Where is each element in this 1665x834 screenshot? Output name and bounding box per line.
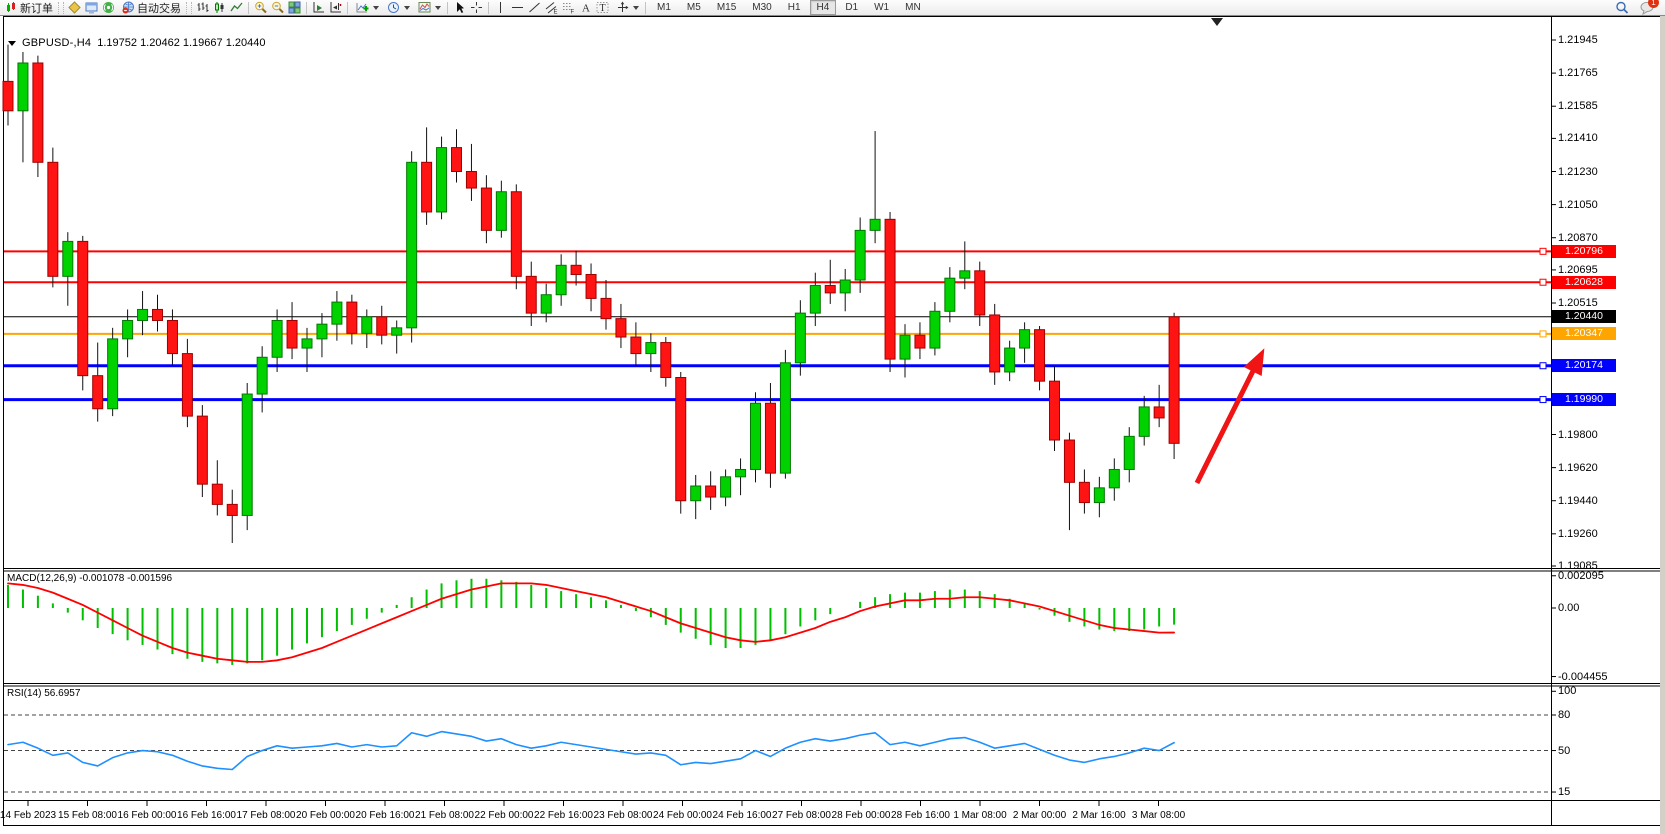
arrows-icon [614,1,631,15]
zoom-in-icon[interactable] [252,1,269,15]
clock-icon [385,1,402,15]
toolbar-separator [447,1,448,14]
crosshair-icon[interactable] [468,1,485,15]
autotrading-label: 自动交易 [137,2,181,15]
candlestick-chart-icon[interactable] [211,1,228,15]
text-label-icon[interactable]: T [594,1,611,15]
svg-text:A: A [582,3,590,15]
toolbar-separator [488,1,489,14]
periods-button[interactable] [382,0,413,15]
svg-text:E: E [554,10,558,15]
search-icon[interactable] [1613,1,1630,15]
autotrading-icon [120,1,137,15]
timeframe-H4[interactable]: H4 [809,0,837,15]
toolbar-separator [645,1,646,14]
new-order-button[interactable]: 新订单 [0,0,56,15]
templates-icon [416,1,433,15]
svg-text:T: T [600,3,606,14]
templates-button[interactable] [413,0,444,15]
tile-windows-icon[interactable] [286,1,303,15]
dropdown-caret-icon [633,5,639,10]
timeframe-M5[interactable]: M5 [686,2,701,13]
chart-dropdown-icon[interactable] [8,40,16,46]
toolbar-separator [248,1,249,14]
indicators-button[interactable] [351,0,382,15]
toolbar-separator [347,1,348,14]
toolbar-separator [306,1,307,14]
indicators-icon [354,1,371,15]
chart-window: GBPUSD-,H4 1.19752 1.20462 1.19667 1.204… [0,16,1665,834]
chart-title: GBPUSD-,H4 1.19752 1.20462 1.19667 1.204… [8,37,265,49]
timeframe-MN[interactable]: MN [905,2,921,13]
fibonacci-icon[interactable]: F [560,1,577,15]
cursor-icon[interactable] [451,1,468,15]
arrows-button[interactable] [611,0,642,15]
autotrading-button[interactable]: 自动交易 [117,0,184,15]
timeframe-bar: M1 M5 M15 M30 H1 H4 D1 W1 MN [649,0,929,15]
text-icon[interactable]: A [577,1,594,15]
window-edge [1660,0,1665,834]
quotes-icon[interactable] [66,1,83,15]
trendline-icon[interactable] [526,1,543,15]
dropdown-caret-icon [435,5,441,10]
auto-scroll-icon[interactable] [310,1,327,15]
toolbar-grip [58,1,64,14]
timeframe-M15[interactable]: M15 [716,2,737,13]
horizontal-line-icon[interactable] [509,1,526,15]
timeframe-M30[interactable]: M30 [752,2,772,13]
new-order-label: 新订单 [20,2,53,15]
toolbar-right: 1 [1613,0,1665,15]
chat-icon[interactable]: 1 [1638,0,1659,15]
chart-ohlc-values: 1.19752 1.20462 1.19667 1.20440 [97,37,266,49]
timeframe-W1[interactable]: W1 [874,2,890,13]
line-chart-icon[interactable] [228,1,245,15]
chat-badge: 1 [1648,0,1659,8]
timeframe-H1[interactable]: H1 [787,2,801,13]
main-toolbar: 新订单 自动交易 [0,0,1665,16]
dropdown-caret-icon [404,5,410,10]
timeframe-M1[interactable]: M1 [657,2,671,13]
toolbar-grip [186,1,192,14]
timeframe-D1[interactable]: D1 [845,2,859,13]
equidistant-channel-icon[interactable]: E [543,1,560,15]
bar-chart-icon[interactable] [194,1,211,15]
zoom-out-icon[interactable] [269,1,286,15]
chart-symbol-period: GBPUSD-,H4 [22,37,92,49]
chart-shift-icon[interactable] [327,1,344,15]
dropdown-caret-icon [373,5,379,10]
svg-text:F: F [571,10,575,15]
new-order-icon [3,1,20,15]
vertical-line-icon[interactable] [492,1,509,15]
chart-window-icon[interactable] [83,1,100,15]
signal-icon[interactable] [100,1,117,15]
